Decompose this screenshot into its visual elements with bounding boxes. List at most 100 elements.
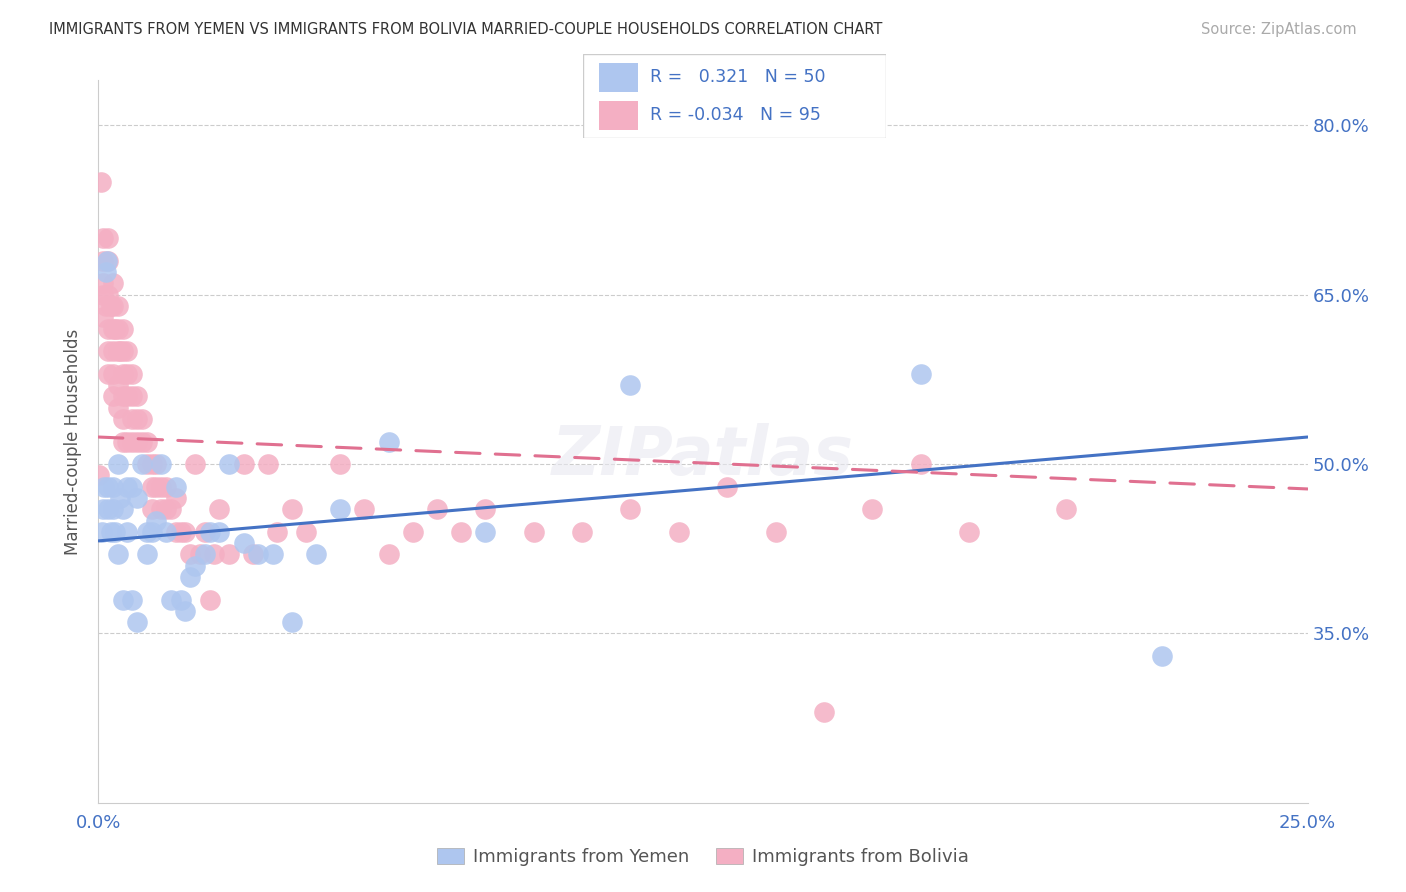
Point	[1152, 648, 1174, 663]
Point	[165, 480, 187, 494]
Point	[218, 548, 240, 562]
Point	[155, 502, 177, 516]
Point	[145, 457, 167, 471]
Point	[121, 367, 143, 381]
Point	[218, 457, 240, 471]
Point	[135, 434, 157, 449]
Point	[127, 434, 149, 449]
FancyBboxPatch shape	[583, 54, 886, 138]
FancyBboxPatch shape	[599, 101, 638, 130]
Point	[242, 548, 264, 562]
Point	[111, 344, 134, 359]
Point	[155, 480, 177, 494]
Point	[91, 524, 114, 539]
Point	[145, 514, 167, 528]
Point	[179, 548, 201, 562]
Point	[117, 389, 139, 403]
Point	[131, 412, 153, 426]
Point	[96, 253, 118, 268]
Point	[1054, 502, 1077, 516]
Point	[571, 524, 593, 539]
Point	[305, 548, 328, 562]
Point	[127, 615, 149, 630]
Text: R = -0.034   N = 95: R = -0.034 N = 95	[650, 106, 821, 124]
Point	[957, 524, 980, 539]
Point	[145, 480, 167, 494]
Point	[107, 321, 129, 335]
Point	[101, 299, 124, 313]
Point	[127, 491, 149, 505]
Point	[91, 253, 114, 268]
Point	[111, 592, 134, 607]
Text: R =   0.321   N = 50: R = 0.321 N = 50	[650, 69, 825, 87]
Legend: Immigrants from Yemen, Immigrants from Bolivia: Immigrants from Yemen, Immigrants from B…	[430, 840, 976, 873]
Point	[97, 367, 120, 381]
Point	[141, 480, 163, 494]
Point	[155, 524, 177, 539]
Point	[135, 524, 157, 539]
Point	[619, 502, 641, 516]
Point	[160, 592, 183, 607]
Point	[281, 502, 304, 516]
Point	[91, 287, 114, 301]
Point	[198, 524, 221, 539]
Y-axis label: Married-couple Households: Married-couple Households	[65, 328, 83, 555]
Point	[232, 536, 254, 550]
Point	[619, 378, 641, 392]
Point	[198, 592, 221, 607]
Point	[117, 434, 139, 449]
Point	[523, 524, 546, 539]
Point	[150, 480, 173, 494]
Point	[101, 277, 124, 291]
Point	[127, 412, 149, 426]
Point	[150, 457, 173, 471]
Point	[165, 491, 187, 505]
Point	[135, 457, 157, 471]
Point	[208, 524, 231, 539]
Point	[194, 524, 217, 539]
Point	[101, 480, 124, 494]
Point	[716, 480, 738, 494]
Point	[295, 524, 318, 539]
Point	[188, 548, 211, 562]
Point	[111, 321, 134, 335]
Point	[121, 480, 143, 494]
Point	[184, 558, 207, 573]
Point	[97, 344, 120, 359]
Point	[89, 468, 111, 483]
Point	[474, 502, 496, 516]
Point	[179, 570, 201, 584]
Point	[194, 548, 217, 562]
Point	[111, 412, 134, 426]
Point	[121, 389, 143, 403]
Point	[108, 344, 131, 359]
Point	[91, 310, 114, 325]
Point	[169, 592, 191, 607]
Point	[127, 389, 149, 403]
Point	[426, 502, 449, 516]
Point	[117, 524, 139, 539]
Point	[100, 524, 122, 539]
Point	[101, 502, 124, 516]
Point	[101, 321, 124, 335]
Text: ZIPatlas: ZIPatlas	[553, 423, 853, 489]
Point	[117, 480, 139, 494]
Point	[169, 524, 191, 539]
Point	[135, 548, 157, 562]
Point	[117, 344, 139, 359]
Point	[474, 524, 496, 539]
Point	[160, 502, 183, 516]
Point	[104, 524, 127, 539]
Point	[108, 491, 131, 505]
Point	[174, 524, 197, 539]
Point	[813, 706, 835, 720]
Point	[97, 253, 120, 268]
Text: Source: ZipAtlas.com: Source: ZipAtlas.com	[1201, 22, 1357, 37]
Point	[107, 548, 129, 562]
Point	[262, 548, 284, 562]
Point	[141, 502, 163, 516]
Point	[184, 457, 207, 471]
Point	[402, 524, 425, 539]
Point	[107, 344, 129, 359]
Point	[281, 615, 304, 630]
